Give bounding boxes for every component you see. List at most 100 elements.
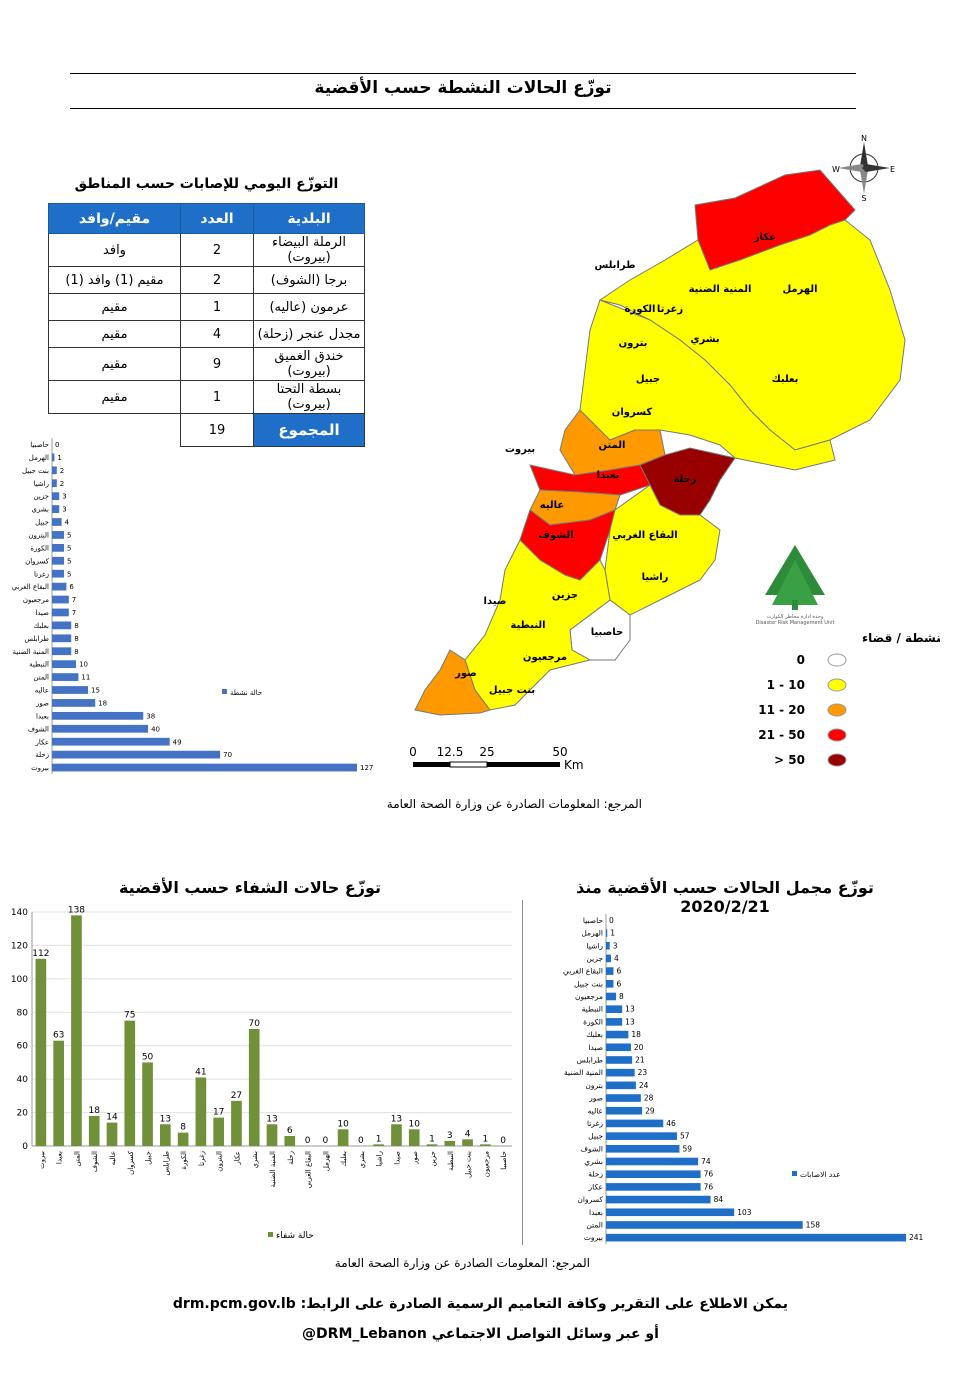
category-label: بترون: [585, 1081, 603, 1090]
label-chouf: الشوف: [538, 530, 573, 541]
bar: [52, 763, 357, 772]
category-label: بعبدا: [56, 1151, 64, 1164]
value-label: 1: [376, 1134, 382, 1144]
bar: [606, 929, 608, 937]
value-label: 1: [429, 1134, 435, 1144]
value-label: 15: [91, 687, 100, 695]
cell-count: 2: [180, 233, 254, 267]
category-label: زغرتا: [587, 1119, 603, 1128]
value-label: 49: [173, 738, 182, 746]
bar: [337, 1129, 349, 1146]
bar: [52, 686, 89, 694]
category-label: البترون: [28, 532, 49, 540]
value-label: 6: [69, 583, 74, 591]
district-south: [464, 539, 611, 711]
cell-municipality: مجدل عنجر (زحلة): [253, 320, 365, 348]
value-label: 21: [635, 1056, 645, 1065]
label-hasbaya: حاصبيا: [591, 627, 624, 638]
label-zahle: زحلة: [673, 474, 696, 485]
header-top-rule: [70, 73, 856, 74]
category-label: النبطية: [582, 1005, 603, 1014]
scale-tick-3: 50: [552, 745, 567, 759]
cell-count: 1: [180, 380, 254, 414]
category-label: الشوف: [580, 1144, 603, 1153]
value-label: 76: [704, 1170, 714, 1179]
legend-swatch: [827, 728, 847, 742]
bar: [52, 737, 170, 746]
value-label: 76: [704, 1182, 714, 1191]
bar: [88, 1115, 100, 1146]
category-label: صور: [35, 700, 49, 708]
bar: [606, 1208, 735, 1217]
value-label: 70: [223, 751, 232, 759]
compass-s: S: [861, 194, 866, 203]
label-west-bekaa: البقاع الغربي: [612, 530, 677, 541]
value-label: 13: [625, 1017, 635, 1026]
value-label: 5: [67, 557, 71, 565]
bar: [124, 1020, 136, 1146]
label-jbeil: جبيل: [636, 374, 660, 385]
cell-municipality: الرملة البيضاء (بيروت): [253, 233, 365, 267]
legend-label: حالة شفاء: [276, 1231, 314, 1241]
label-baabda: بعبدا: [597, 470, 620, 481]
category-label: النبطية: [29, 661, 49, 669]
category-label: المتن: [586, 1221, 603, 1230]
category-label: عاليه: [109, 1151, 117, 1165]
value-label: 112: [32, 949, 49, 959]
total-label: المجموع: [253, 413, 365, 447]
recovered-chart: 020406080100120140112بيروت63بعبدا138المت…: [11, 905, 512, 1241]
district-tyre: [414, 649, 491, 716]
category-label: بيروت: [31, 764, 49, 772]
bar: [606, 941, 610, 950]
cell-status: مقيم: [48, 293, 181, 321]
value-label: 38: [146, 712, 155, 720]
category-label: راشيا: [376, 1151, 384, 1166]
bar: [231, 1100, 242, 1146]
category-label: طرابلس: [577, 1056, 603, 1065]
recovered-title: توزّع حالات الشفاء حسب الأقضية: [118, 878, 382, 897]
label-batroun: بترون: [619, 338, 648, 349]
label-baalbek: بعلبك: [772, 374, 799, 385]
label-saida: صيدا: [484, 596, 507, 607]
legend-swatch: [827, 703, 847, 717]
bar: [606, 1094, 641, 1102]
bar: [52, 699, 96, 707]
legend-label: > 50: [774, 753, 805, 767]
value-label: 103: [737, 1208, 752, 1217]
category-label: بشري: [358, 1151, 366, 1169]
bar: [606, 1221, 803, 1229]
value-label: 14: [106, 1113, 118, 1123]
y-tick-label: 0: [22, 1142, 28, 1152]
category-label: زحلة: [588, 1170, 603, 1179]
category-label: كسروان: [127, 1150, 135, 1175]
label-aley: عاليه: [540, 500, 565, 511]
compass-n: N: [861, 134, 867, 143]
category-label: بشري: [31, 506, 49, 514]
bar: [52, 647, 72, 656]
label-minieh: المنية الضنية: [689, 284, 752, 295]
col-municipality: البلدية: [253, 203, 365, 234]
value-label: 41: [195, 1067, 206, 1077]
value-label: 20: [634, 1043, 644, 1052]
category-label: الهرمل: [322, 1151, 330, 1171]
bar: [606, 1056, 633, 1064]
label-tripoli: طرابلس: [594, 260, 635, 271]
logo-text-en: Disaster Risk Management Unit: [756, 620, 835, 626]
value-label: 59: [682, 1144, 692, 1153]
legend-swatch: [222, 689, 227, 694]
value-label: 50: [142, 1052, 154, 1062]
bar: [177, 1132, 189, 1146]
category-label: زغرتا: [34, 570, 49, 578]
legend-swatch: [792, 1171, 797, 1176]
legend-swatch: [827, 653, 847, 667]
value-label: 3: [447, 1131, 453, 1141]
compass-rose-icon: N E S W: [832, 134, 895, 203]
bar: [52, 569, 65, 578]
value-label: 13: [266, 1114, 277, 1124]
value-label: 18: [98, 700, 107, 708]
value-label: 4: [614, 954, 619, 963]
footer-link-line: يمكن الاطلاع على التقرير وكافة التعاميم …: [172, 1296, 789, 1312]
category-label: حاصبيا: [583, 916, 603, 925]
category-label: كسروان: [25, 557, 50, 565]
category-label: المتن: [73, 1151, 81, 1167]
